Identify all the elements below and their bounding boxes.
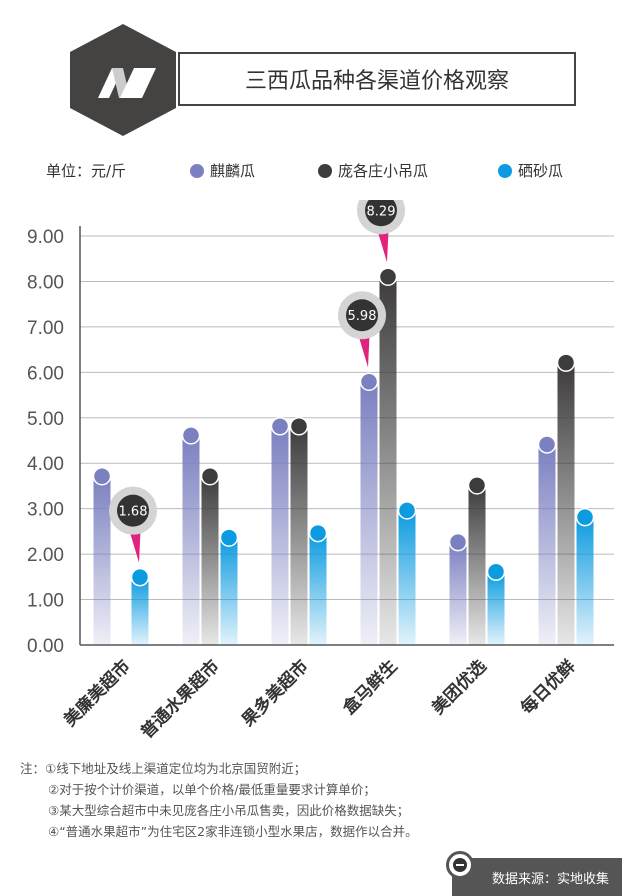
legend-label: 硒砂瓜	[518, 162, 564, 180]
notes: 注：①线下地址及线上渠道定位均为北京国贸附近； ②对于按个计价渠道，以单个价格/…	[20, 758, 418, 842]
bar	[576, 517, 594, 645]
bar-cap	[448, 532, 468, 552]
bar-cap	[556, 353, 576, 372]
bar	[131, 577, 149, 645]
y-tick-label: 0.00	[27, 636, 64, 657]
bar	[398, 510, 416, 645]
bar-cap	[308, 523, 328, 543]
bar-cap	[219, 528, 239, 547]
y-tick-label: 8.00	[27, 272, 64, 293]
y-tick-label: 4.00	[27, 454, 64, 475]
y-tick-label: 7.00	[27, 318, 64, 339]
bar-cap	[270, 417, 290, 436]
y-tick-label: 5.00	[27, 409, 64, 430]
legend-dot	[318, 163, 332, 178]
legend-item: 庞各庄小吊瓜	[318, 160, 428, 181]
y-tick-label: 9.00	[27, 227, 64, 248]
legend-dot	[190, 163, 204, 178]
bar-cap	[397, 501, 417, 520]
legend-label: 庞各庄小吊瓜	[338, 162, 429, 180]
bar-cap	[289, 417, 309, 436]
legend-item: 麒麟瓜	[190, 160, 255, 181]
callout-bubble	[346, 299, 378, 332]
y-tick-label: 1.00	[27, 591, 64, 612]
x-tick-label: 盒马鲜生	[338, 656, 402, 720]
note: ②对于按个计价渠道，以单个价格/最低重量要求计算单价；	[48, 782, 376, 797]
legend-item: 硒砂瓜	[498, 160, 563, 181]
bar	[557, 362, 575, 645]
bar-cap	[486, 562, 506, 581]
bar	[538, 444, 556, 645]
note: ③某大型综合超市中未见庞各庄小吊瓜售卖，因此价格数据缺失；	[48, 803, 410, 818]
note: ④“普通水果超市”为住宅区2家非连锁小型水果店，数据作以合并。	[48, 824, 418, 839]
bar-cap	[537, 435, 557, 454]
legend-dot	[498, 163, 512, 178]
bar	[379, 276, 397, 645]
bar-cap	[467, 476, 487, 495]
bar-cap	[181, 426, 201, 445]
source-text: 数据来源：实地收集	[492, 871, 610, 887]
bar	[201, 476, 219, 645]
bar-cap	[378, 267, 398, 287]
bar	[290, 426, 308, 645]
bar	[468, 485, 486, 645]
bar	[220, 537, 238, 645]
callout-label: 5.98	[348, 309, 377, 324]
callout-bubble	[117, 494, 149, 527]
callout-label: 8.29	[367, 204, 396, 219]
legend: 单位：元/斤 麒麟瓜 庞各庄小吊瓜 硒砂瓜	[0, 160, 640, 184]
callout-label: 1.68	[119, 505, 148, 520]
legend-label: 麒麟瓜	[210, 162, 256, 180]
bar	[271, 426, 289, 645]
chart-title: 三西瓜品种各渠道价格观察	[178, 52, 576, 106]
source-icon	[446, 851, 474, 879]
bar	[487, 571, 505, 645]
y-tick-label: 6.00	[27, 363, 64, 384]
bar-cap	[575, 507, 595, 527]
bar	[182, 435, 200, 645]
bar	[449, 542, 467, 645]
bar-cap	[359, 372, 379, 391]
x-tick-label: 果多美超市	[238, 656, 313, 731]
note: 注：①线下地址及线上渠道定位均为北京国贸附近；	[20, 761, 307, 776]
source-badge: 数据来源：实地收集	[446, 851, 622, 896]
bar	[360, 381, 378, 645]
x-tick-label: 普通水果超市	[137, 656, 224, 743]
bar	[93, 476, 111, 645]
bar	[309, 533, 327, 645]
y-tick-label: 3.00	[27, 500, 64, 521]
bar-cap	[200, 467, 220, 486]
x-tick-label: 美团优选	[428, 656, 491, 719]
x-tick-label: 美廉美超市	[60, 656, 135, 731]
y-tick-label: 2.00	[27, 545, 64, 566]
logo-hexagon	[70, 24, 176, 136]
bar-cap	[130, 567, 150, 587]
bar-chart: 0.00 1.00 2.00 3.00 4.00 5.00 6.00 7.00 8.00 9.00…	[27, 200, 614, 743]
x-tick-label: 每日优鲜	[517, 656, 580, 719]
bar-cap	[92, 467, 112, 486]
callout-bubble	[365, 200, 397, 227]
unit-label: 单位：元/斤	[46, 162, 127, 180]
